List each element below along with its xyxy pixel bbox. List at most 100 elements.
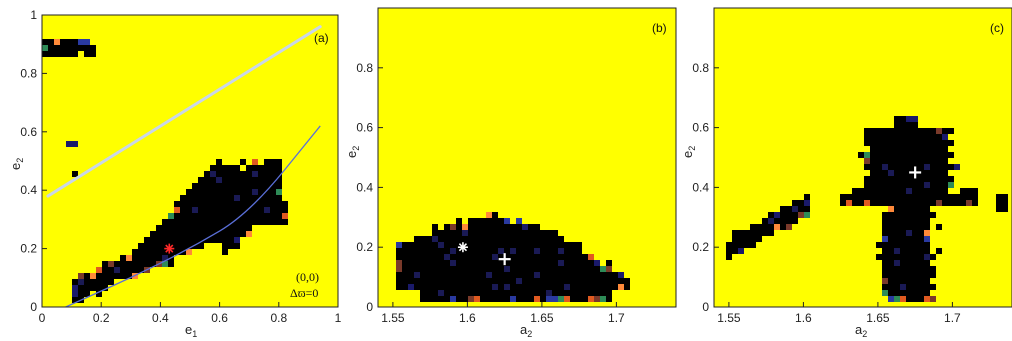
- chaotic-cell: [546, 296, 552, 302]
- chaotic-cell: [888, 248, 894, 254]
- chaotic-cell: [486, 296, 492, 302]
- chaotic-cell: [534, 260, 540, 266]
- chaotic-cell: [552, 278, 558, 284]
- chaotic-cell: [276, 159, 282, 165]
- chaotic-cell: [600, 296, 606, 302]
- chaotic-cell: [876, 152, 882, 158]
- chaotic-cell: [942, 194, 948, 200]
- chaotic-cell: [876, 170, 882, 176]
- chaotic-cell: [894, 140, 900, 146]
- chaotic-cell: [96, 273, 102, 279]
- chaotic-cell: [906, 140, 912, 146]
- chaotic-cell: [462, 266, 468, 272]
- chaotic-cell: [186, 225, 192, 231]
- chaotic-cell: [876, 140, 882, 146]
- chaotic-cell: [900, 146, 906, 152]
- chaotic-cell: [792, 206, 798, 212]
- chaotic-cell: [510, 260, 516, 266]
- chaotic-cell: [210, 213, 216, 219]
- chaotic-cell: [432, 242, 438, 248]
- chaotic-cell: [438, 260, 444, 266]
- chaotic-cell: [570, 296, 576, 302]
- chaotic-cell: [210, 219, 216, 225]
- chaotic-cell: [228, 237, 234, 243]
- chaotic-cell: [564, 266, 570, 272]
- chaotic-cell: [894, 176, 900, 182]
- chaotic-cell: [906, 116, 912, 122]
- chaotic-cell: [474, 272, 480, 278]
- chaotic-cell: [864, 182, 870, 188]
- chaotic-cell: [564, 260, 570, 266]
- chaotic-cell: [552, 248, 558, 254]
- chaotic-cell: [870, 200, 876, 206]
- chaotic-cell: [924, 152, 930, 158]
- chaotic-cell: [870, 194, 876, 200]
- chaotic-cell: [888, 170, 894, 176]
- chaotic-cell: [894, 284, 900, 290]
- chaotic-cell: [396, 248, 402, 254]
- chaotic-cell: [912, 182, 918, 188]
- chaotic-cell: [264, 177, 270, 183]
- chaotic-cell: [510, 224, 516, 230]
- chaotic-cell: [246, 177, 252, 183]
- chaotic-cell: [894, 164, 900, 170]
- chaotic-cell: [264, 171, 270, 177]
- chaotic-cell: [996, 206, 1002, 212]
- chaotic-cell: [270, 171, 276, 177]
- chaotic-cell: [972, 188, 978, 194]
- chaotic-cell: [894, 152, 900, 158]
- chaotic-cell: [948, 200, 954, 206]
- chaotic-cell: [582, 266, 588, 272]
- panel-label-b: (b): [652, 21, 667, 35]
- x-tick-label: 1.6: [795, 311, 812, 325]
- chaotic-cell: [246, 183, 252, 189]
- chaotic-cell: [486, 272, 492, 278]
- chaotic-cell: [954, 200, 960, 206]
- chaotic-cell: [936, 176, 942, 182]
- chaotic-cell: [936, 188, 942, 194]
- chaotic-cell: [876, 188, 882, 194]
- chaotic-cell: [900, 200, 906, 206]
- chaotic-cell: [276, 219, 282, 225]
- chaotic-cell: [396, 254, 402, 260]
- chaotic-cell: [84, 285, 90, 291]
- chaotic-cell: [174, 213, 180, 219]
- chaotic-cell: [972, 194, 978, 200]
- chaotic-cell: [732, 248, 738, 254]
- chaotic-cell: [558, 290, 564, 296]
- chaotic-cell: [522, 254, 528, 260]
- chaotic-cell: [216, 195, 222, 201]
- chaotic-cell: [186, 249, 192, 255]
- chaotic-cell: [522, 260, 528, 266]
- y-tick-label: 0: [30, 300, 37, 314]
- chaotic-cell: [624, 284, 630, 290]
- chaotic-cell: [540, 296, 546, 302]
- chaotic-cell: [858, 200, 864, 206]
- chaotic-cell: [240, 159, 246, 165]
- chaotic-cell: [918, 242, 924, 248]
- chaotic-cell: [282, 213, 288, 219]
- chaotic-cell: [1002, 200, 1008, 206]
- chaotic-cell: [570, 272, 576, 278]
- chaotic-cell: [240, 225, 246, 231]
- chaotic-cell: [918, 260, 924, 266]
- chaotic-cell: [516, 254, 522, 260]
- chaotic-cell: [738, 248, 744, 254]
- chaotic-cell: [894, 218, 900, 224]
- chaotic-cell: [402, 284, 408, 290]
- chaotic-cell: [96, 291, 102, 297]
- chaotic-cell: [474, 278, 480, 284]
- chaotic-cell: [102, 261, 108, 267]
- chaotic-cell: [126, 255, 132, 261]
- chaotic-cell: [420, 236, 426, 242]
- chaotic-cell: [486, 218, 492, 224]
- chaotic-cell: [480, 218, 486, 224]
- chaotic-cell: [240, 177, 246, 183]
- chaotic-cell: [618, 272, 624, 278]
- chaotic-cell: [894, 224, 900, 230]
- chaotic-cell: [924, 236, 930, 242]
- chaotic-cell: [486, 266, 492, 272]
- chaotic-cell: [492, 248, 498, 254]
- chaotic-cell: [510, 248, 516, 254]
- chaotic-cell: [882, 140, 888, 146]
